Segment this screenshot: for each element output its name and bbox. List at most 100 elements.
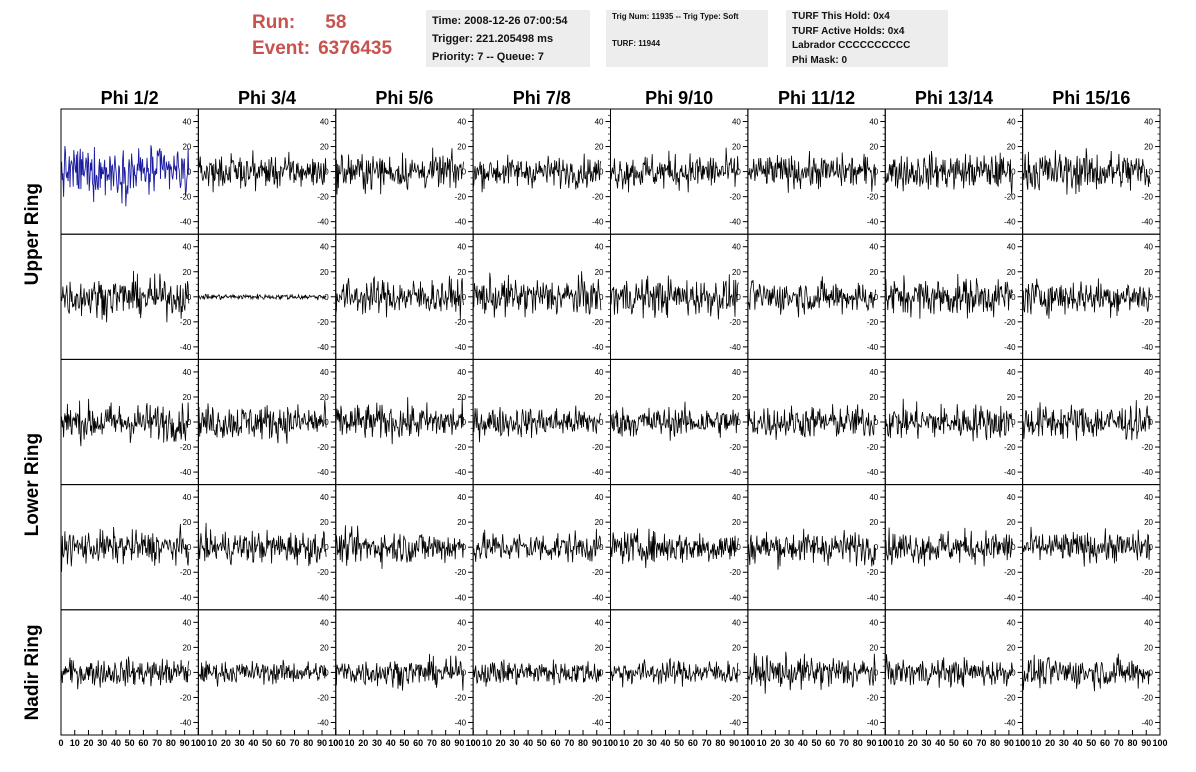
panel-frame-r4-c6 bbox=[747, 484, 886, 611]
column-title: Phi 11/12 bbox=[778, 88, 855, 108]
y-tick-label: -40 bbox=[317, 343, 329, 352]
x-tick-label: 20 bbox=[496, 738, 506, 748]
waveform-trace-r3-c6 bbox=[747, 404, 876, 440]
x-tick-label: 80 bbox=[1128, 738, 1138, 748]
y-tick-label: 0 bbox=[462, 668, 467, 677]
x-tick-label: 10 bbox=[344, 738, 354, 748]
y-tick-label: -20 bbox=[180, 568, 192, 577]
y-tick-label: -20 bbox=[867, 193, 879, 202]
column-title: Phi 3/4 bbox=[238, 88, 296, 108]
x-tick-label: 10 bbox=[207, 738, 217, 748]
y-tick-label: 40 bbox=[1007, 368, 1016, 377]
y-tick-label: -40 bbox=[592, 718, 604, 727]
x-tick-label: 30 bbox=[97, 738, 107, 748]
y-tick-label: 0 bbox=[462, 418, 467, 427]
x-tick-label: 60 bbox=[963, 738, 973, 748]
x-tick-label: 70 bbox=[290, 738, 300, 748]
panel-frame-r3-c2 bbox=[197, 358, 337, 486]
y-tick-label: 20 bbox=[732, 143, 741, 152]
y-tick-label: 20 bbox=[1007, 518, 1016, 527]
y-tick-label: -20 bbox=[1004, 693, 1016, 702]
waveform-trace-r3-c7 bbox=[884, 398, 1014, 442]
y-tick-label: -40 bbox=[729, 218, 741, 227]
y-tick-label: 40 bbox=[1144, 368, 1153, 377]
x-tick-label: 20 bbox=[770, 738, 780, 748]
x-tick-label: 40 bbox=[386, 738, 396, 748]
y-tick-label: 20 bbox=[1144, 643, 1153, 652]
event-label: Event: bbox=[252, 38, 311, 59]
y-tick-label: -20 bbox=[1004, 193, 1016, 202]
waveform-trace-r4-c7 bbox=[884, 527, 1014, 567]
y-tick-label: -20 bbox=[1141, 443, 1153, 452]
event-value: 6376435 bbox=[318, 38, 393, 59]
y-tick-label: 40 bbox=[182, 618, 191, 627]
y-tick-label: 20 bbox=[1007, 393, 1016, 402]
y-tick-label: 40 bbox=[595, 243, 604, 252]
y-tick-label: -40 bbox=[1004, 343, 1016, 352]
x-tick-label: 60 bbox=[825, 738, 835, 748]
x-tick-label: 90 bbox=[592, 738, 602, 748]
y-tick-label: -40 bbox=[455, 468, 467, 477]
column-title: Phi 13/14 bbox=[915, 88, 993, 108]
y-tick-label: -40 bbox=[867, 468, 879, 477]
waveform-trace-r3-c8 bbox=[1022, 400, 1151, 441]
y-tick-label: -20 bbox=[1141, 318, 1153, 327]
turf-text: TURF: 11944 bbox=[612, 39, 661, 48]
y-tick-label: -40 bbox=[455, 718, 467, 727]
y-tick-label: 0 bbox=[1149, 168, 1154, 177]
priority-text: Priority: 7 -- Queue: 7 bbox=[432, 51, 544, 63]
y-tick-label: 40 bbox=[182, 118, 191, 127]
y-tick-label: -40 bbox=[1004, 468, 1016, 477]
x-tick-label: 10 bbox=[70, 738, 80, 748]
x-tick-label: 40 bbox=[111, 738, 121, 748]
y-tick-label: -40 bbox=[455, 218, 467, 227]
y-tick-label: -20 bbox=[455, 318, 467, 327]
panel-frame-r5-c2 bbox=[197, 609, 337, 736]
waveform-trace-r4-c1 bbox=[60, 523, 190, 572]
y-tick-label: -20 bbox=[1141, 693, 1153, 702]
y-tick-label: 20 bbox=[869, 393, 878, 402]
y-tick-label: 20 bbox=[320, 143, 329, 152]
x-tick-label: 70 bbox=[152, 738, 162, 748]
y-tick-label: 20 bbox=[595, 643, 604, 652]
waveform-trace-r1-c6 bbox=[747, 150, 876, 193]
y-tick-label: 40 bbox=[732, 618, 741, 627]
y-tick-label: -40 bbox=[1141, 593, 1153, 602]
y-tick-label: 40 bbox=[457, 243, 466, 252]
waveform-trace-r1-c5 bbox=[610, 147, 739, 193]
y-tick-label: 0 bbox=[1149, 543, 1154, 552]
y-tick-label: -40 bbox=[455, 343, 467, 352]
y-tick-label: 20 bbox=[457, 393, 466, 402]
time-info-panel: Time: 2008-12-26 07:00:54 Trigger: 221.2… bbox=[426, 10, 590, 67]
y-tick-label: -20 bbox=[1004, 443, 1016, 452]
y-tick-label: 20 bbox=[457, 643, 466, 652]
y-tick-label: 20 bbox=[182, 643, 191, 652]
y-tick-label: 40 bbox=[457, 118, 466, 127]
x-tick-label: 40 bbox=[798, 738, 808, 748]
x-tick-label: 90 bbox=[1141, 738, 1151, 748]
y-tick-label: -20 bbox=[1141, 568, 1153, 577]
waveform-trace-r2-c1 bbox=[60, 270, 190, 323]
y-tick-label: 0 bbox=[874, 418, 879, 427]
y-tick-label: 0 bbox=[1011, 168, 1016, 177]
y-tick-label: 0 bbox=[324, 418, 329, 427]
x-tick-label: 90 bbox=[1004, 738, 1014, 748]
y-tick-label: 0 bbox=[324, 543, 329, 552]
y-tick-label: -20 bbox=[1141, 193, 1153, 202]
waveform-trace-r5-c4 bbox=[472, 659, 602, 687]
x-tick-label: 40 bbox=[523, 738, 533, 748]
x-tick-label: 0 bbox=[883, 738, 888, 748]
y-tick-label: -40 bbox=[1141, 718, 1153, 727]
y-tick-label: -40 bbox=[180, 593, 192, 602]
y-tick-label: -40 bbox=[317, 468, 329, 477]
y-tick-label: -40 bbox=[729, 468, 741, 477]
waveform-trace-r2-c5 bbox=[610, 274, 739, 320]
y-tick-label: 0 bbox=[1011, 293, 1016, 302]
waveform-trace-r1-c8 bbox=[1022, 148, 1151, 195]
x-tick-label: 30 bbox=[921, 738, 931, 748]
y-tick-label: -40 bbox=[729, 343, 741, 352]
y-tick-label: -20 bbox=[317, 318, 329, 327]
x-tick-label: 50 bbox=[262, 738, 272, 748]
y-tick-label: 20 bbox=[1007, 143, 1016, 152]
